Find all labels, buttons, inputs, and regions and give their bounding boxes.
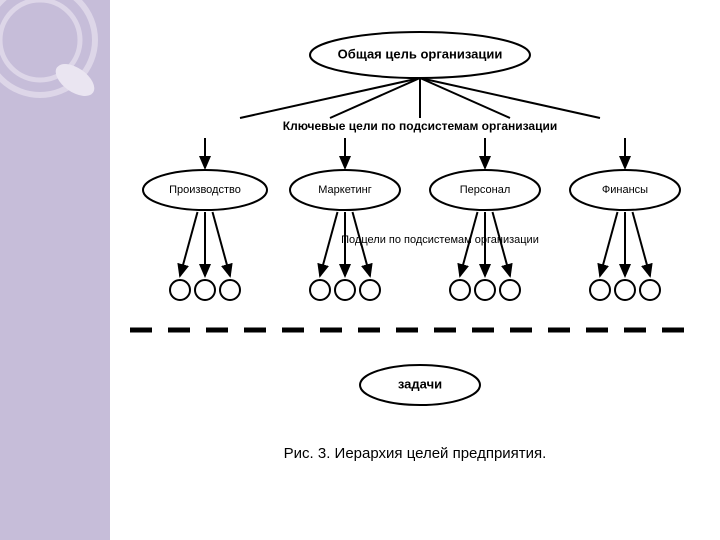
hierarchy-diagram: Общая цель организации Ключевые цели по п… bbox=[110, 0, 720, 540]
svg-text:Общая цель организации: Общая цель организации bbox=[338, 46, 503, 61]
svg-text:Ключевые цели по подсистемам о: Ключевые цели по подсистемам организации bbox=[283, 119, 557, 133]
svg-text:Маркетинг: Маркетинг bbox=[318, 184, 371, 196]
svg-text:Подцели по подсистемам организ: Подцели по подсистемам организации bbox=[341, 234, 539, 246]
slide-sidebar bbox=[0, 0, 110, 540]
svg-text:задачи: задачи bbox=[398, 376, 442, 391]
figure-caption: Рис. 3. Иерархия целей предприятия. bbox=[110, 445, 720, 462]
svg-text:Персонал: Персонал bbox=[460, 184, 511, 196]
svg-text:Производство: Производство bbox=[169, 184, 241, 196]
caption-text: Рис. 3. Иерархия целей предприятия. bbox=[284, 445, 547, 462]
svg-text:Финансы: Финансы bbox=[602, 184, 648, 196]
